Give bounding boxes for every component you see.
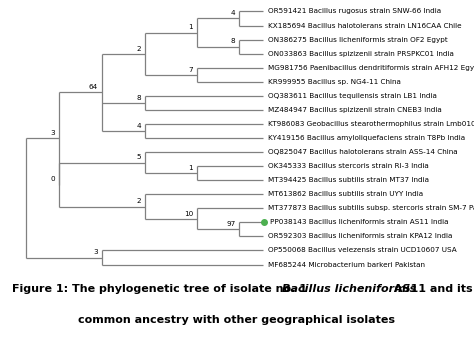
- Text: OQ383611 Bacillus tequilensis strain LB1 India: OQ383611 Bacillus tequilensis strain LB1…: [268, 93, 437, 99]
- Text: 5: 5: [136, 154, 141, 161]
- Text: OQ825047 Bacillus halotolerans strain ASS-14 China: OQ825047 Bacillus halotolerans strain AS…: [268, 149, 457, 155]
- Text: MT394425 Bacillus subtilis strain MT37 India: MT394425 Bacillus subtilis strain MT37 I…: [268, 177, 429, 183]
- Text: 8: 8: [136, 95, 141, 101]
- Text: KX185694 Bacillus halotolerans strain LN16CAA Chile: KX185694 Bacillus halotolerans strain LN…: [268, 22, 461, 28]
- Text: ON033863 Bacillus spizizenii strain PRSPKC01 India: ON033863 Bacillus spizizenii strain PRSP…: [268, 51, 454, 57]
- Text: 3: 3: [51, 130, 55, 136]
- Text: 1: 1: [188, 25, 193, 30]
- Text: KT986083 Geobacillus stearothermophilus strain Lmb010 China: KT986083 Geobacillus stearothermophilus …: [268, 121, 474, 127]
- Text: 4: 4: [136, 123, 141, 129]
- Text: common ancestry with other geographical isolates: common ancestry with other geographical …: [79, 315, 395, 325]
- Text: MT377873 Bacillus subtilis subsp. stercoris strain SM-7 Pakistan: MT377873 Bacillus subtilis subsp. sterco…: [268, 205, 474, 211]
- Text: MT613862 Bacillus subtilis strain UYY India: MT613862 Bacillus subtilis strain UYY In…: [268, 191, 423, 197]
- Text: OR592303 Bacillus licheniformis strain KPA12 India: OR592303 Bacillus licheniformis strain K…: [268, 234, 452, 239]
- Text: 64: 64: [89, 84, 98, 90]
- Text: 97: 97: [226, 221, 236, 227]
- Text: MF685244 Microbacterium barkeri Pakistan: MF685244 Microbacterium barkeri Pakistan: [268, 262, 425, 267]
- Text: OR591421 Bacillus rugosus strain SNW-66 India: OR591421 Bacillus rugosus strain SNW-66 …: [268, 8, 441, 15]
- Text: ON386275 Bacillus licheniformis strain OF2 Egypt: ON386275 Bacillus licheniformis strain O…: [268, 37, 447, 43]
- Text: KY419156 Bacillus amyloliquefaciens strain T8Pb India: KY419156 Bacillus amyloliquefaciens stra…: [268, 135, 465, 141]
- Text: Figure 1: The phylogenetic tree of isolate no. 1: Figure 1: The phylogenetic tree of isola…: [12, 284, 311, 294]
- Text: 4: 4: [231, 10, 236, 16]
- Text: 8: 8: [231, 38, 236, 45]
- Text: 3: 3: [93, 249, 98, 255]
- Text: 2: 2: [136, 46, 141, 52]
- Text: 1: 1: [188, 165, 193, 171]
- Text: MZ484947 Bacillus spizizenii strain CNEB3 India: MZ484947 Bacillus spizizenii strain CNEB…: [268, 107, 442, 113]
- Text: 2: 2: [136, 198, 141, 204]
- Text: 0: 0: [51, 176, 55, 182]
- Text: MG981756 Paenibacillus dendritiformis strain AFH12 Egypt: MG981756 Paenibacillus dendritiformis st…: [268, 65, 474, 71]
- Text: AS11 and its: AS11 and its: [391, 284, 473, 294]
- Text: PP038143 Bacillus licheniformis strain AS11 India: PP038143 Bacillus licheniformis strain A…: [270, 219, 448, 225]
- Text: 10: 10: [183, 211, 193, 217]
- Text: 7: 7: [188, 66, 193, 73]
- Text: KR999955 Bacillus sp. NG4-11 China: KR999955 Bacillus sp. NG4-11 China: [268, 79, 401, 85]
- Text: Bacillus licheniformis: Bacillus licheniformis: [282, 284, 416, 294]
- Text: OP550068 Bacillus velezensis strain UCD10607 USA: OP550068 Bacillus velezensis strain UCD1…: [268, 247, 456, 254]
- Text: OK345333 Bacillus stercoris strain RI-3 India: OK345333 Bacillus stercoris strain RI-3 …: [268, 163, 428, 169]
